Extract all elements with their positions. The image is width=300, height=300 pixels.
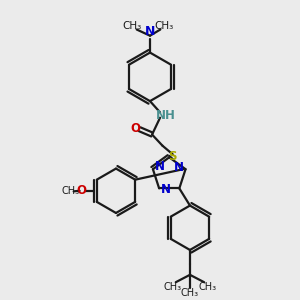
Text: N: N (155, 160, 165, 173)
Text: CH₃: CH₃ (164, 282, 182, 292)
Text: CH₃: CH₃ (61, 186, 79, 197)
Text: CH₃: CH₃ (123, 21, 142, 31)
Text: S: S (169, 150, 177, 163)
Text: CH₃: CH₃ (181, 288, 199, 298)
Text: O: O (76, 184, 87, 197)
Text: NH: NH (155, 109, 175, 122)
Text: N: N (174, 161, 184, 174)
Text: CH₃: CH₃ (154, 21, 174, 31)
Text: O: O (130, 122, 140, 135)
Text: N: N (145, 25, 155, 38)
Text: CH₃: CH₃ (198, 282, 216, 292)
Text: N: N (161, 183, 171, 196)
